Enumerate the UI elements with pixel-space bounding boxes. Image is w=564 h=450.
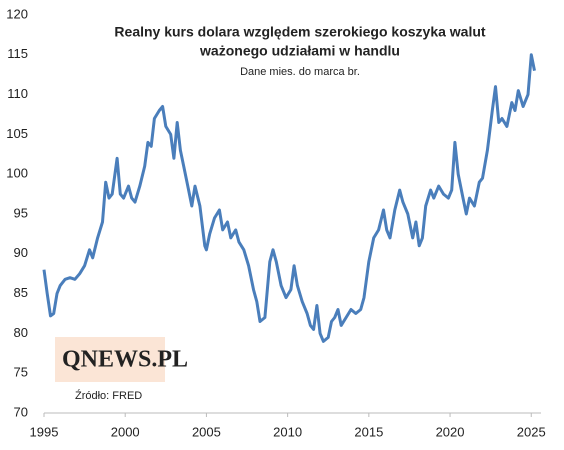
y-tick-label: 80 bbox=[14, 325, 28, 340]
y-tick-label: 105 bbox=[6, 126, 28, 141]
y-tick-label: 115 bbox=[7, 46, 28, 61]
logo: QNEWS.PL bbox=[62, 347, 188, 373]
y-tick-label: 70 bbox=[14, 404, 28, 419]
source: Źródło: FRED bbox=[75, 389, 142, 402]
x-tick-label: 2020 bbox=[436, 424, 465, 439]
x-tick-label: 1995 bbox=[30, 424, 59, 439]
logo-box bbox=[55, 337, 165, 382]
x-tick-label: 2015 bbox=[354, 424, 383, 439]
y-tick-label: 120 bbox=[6, 6, 28, 21]
x-tick-label: 2000 bbox=[111, 424, 140, 439]
y-tick-label: 100 bbox=[6, 166, 28, 181]
chart-subtitle: Dane mies. do marca br. bbox=[240, 66, 360, 78]
y-tick-label: 110 bbox=[7, 86, 28, 101]
x-tick-label: 2010 bbox=[273, 424, 302, 439]
y-tick-label: 75 bbox=[14, 365, 28, 380]
y-tick-label: 95 bbox=[14, 205, 28, 220]
chart-title: ważonego udziałami w handlu bbox=[199, 43, 400, 59]
chart-title: Realny kurs dolara względem szerokiego k… bbox=[114, 24, 485, 40]
line bbox=[42, 53, 536, 343]
x-tick-label: 2005 bbox=[192, 424, 221, 439]
y-tick-label: 85 bbox=[14, 285, 28, 300]
x-tick-label: 2025 bbox=[517, 424, 546, 439]
y-tick-label: 90 bbox=[14, 245, 28, 260]
